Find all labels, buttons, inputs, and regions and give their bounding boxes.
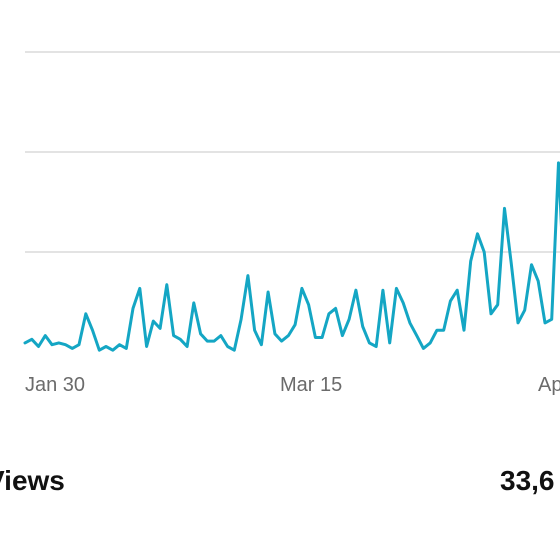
views-label: Views [0,465,65,496]
views-total: 33,6 [500,465,555,496]
x-tick-label: Apr [538,374,560,396]
chart-gridlines [25,51,560,253]
x-tick-label: Jan 30 [25,374,86,396]
views-series-line [23,161,560,352]
x-tick-label: Mar 15 [280,374,343,396]
